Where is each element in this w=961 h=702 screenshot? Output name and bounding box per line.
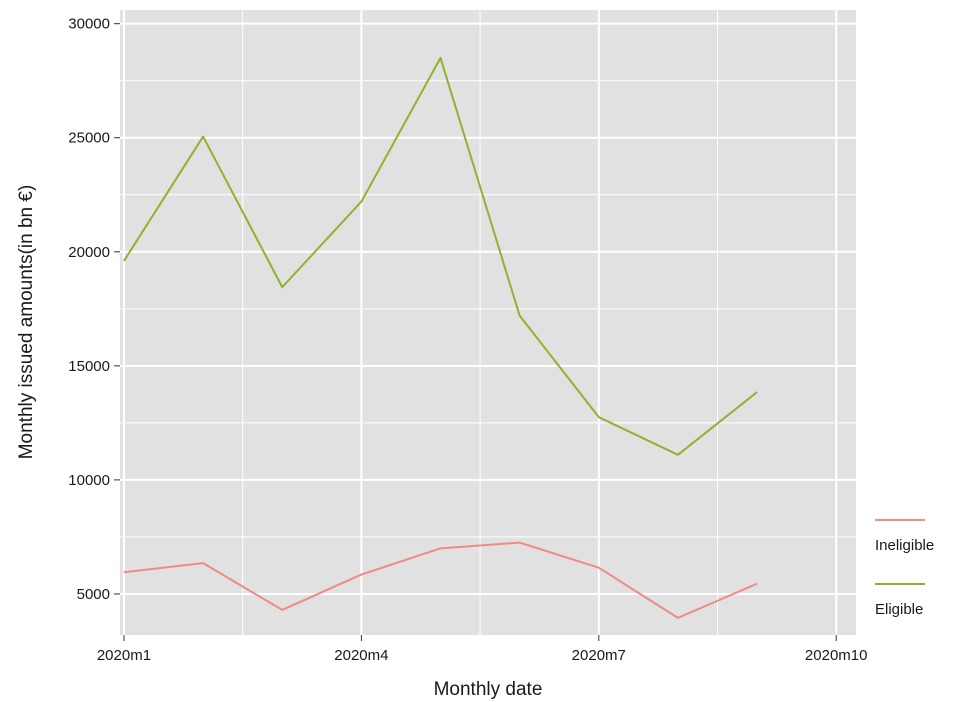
y-tick-label: 15000 [68, 358, 110, 375]
y-axis-title: Monthly issued amounts(in bn €) [16, 185, 37, 460]
x-tick-label: 2020m1 [97, 647, 151, 664]
axes: 5000 10000 15000 20000 25000 30000 2020m1 2020m… [68, 16, 867, 664]
x-tick-label: 2020m10 [805, 647, 868, 664]
grid-lines [120, 10, 856, 635]
y-tick-label: 5000 [77, 586, 110, 603]
series-layer [123, 56, 758, 619]
y-tick-label: 20000 [68, 244, 110, 261]
plot-background [120, 10, 856, 635]
x-axis-title: Monthly date [434, 679, 543, 700]
legend: Ineligible Eligible [875, 519, 934, 618]
y-tick-label: 30000 [68, 16, 110, 33]
legend-label-eligible: Eligible [875, 601, 923, 618]
x-tick-label: 2020m4 [334, 647, 388, 664]
y-tick-label: 25000 [68, 130, 110, 147]
y-tick-label: 10000 [68, 472, 110, 489]
legend-label-ineligible: Ineligible [875, 537, 934, 554]
x-tick-label: 2020m7 [572, 647, 626, 664]
